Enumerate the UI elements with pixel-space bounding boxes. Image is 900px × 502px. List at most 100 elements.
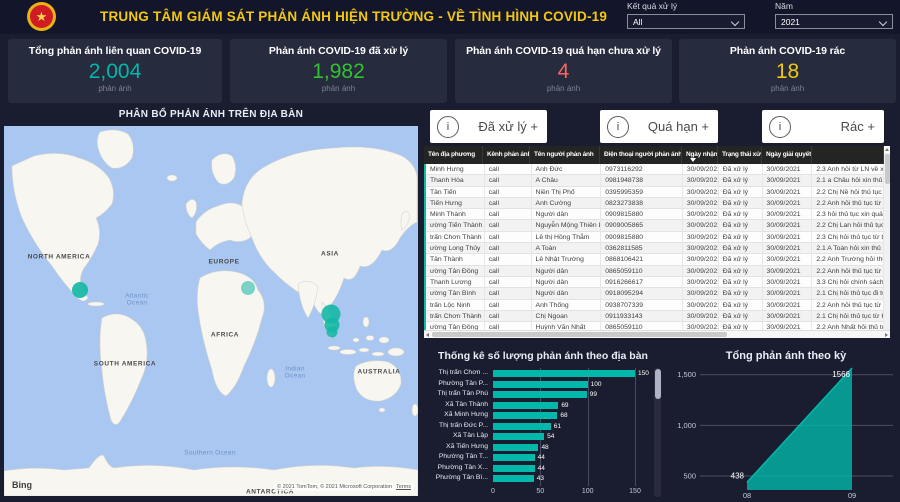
- bar[interactable]: [493, 422, 551, 430]
- bar[interactable]: [493, 380, 588, 388]
- table-row[interactable]: Minh Thành call Người dân 0909815880 30/09/2…: [426, 209, 884, 221]
- table-cell: 0909005865: [601, 220, 683, 232]
- table-row[interactable]: Tân Tiến call Niền Thị Phố 0395995359 30/09/…: [426, 186, 884, 198]
- table-cell: Đã xử lý: [718, 231, 763, 244]
- bar[interactable]: [493, 443, 539, 451]
- area-line: [746, 367, 853, 483]
- column-header[interactable]: Điện thoại người phản ánh: [600, 146, 682, 164]
- table-cell: Anh Đức: [531, 164, 602, 176]
- table-cell: 30/09/2021: [682, 164, 719, 176]
- column-header[interactable]: Kênh phản ánh: [483, 146, 530, 164]
- table-cell: 2.2 Anh hỏi thủ tục từ HCM: [812, 265, 884, 277]
- bar-value-label: 68: [560, 412, 568, 419]
- map-attribution: © 2021 TomTom, © 2021 Microsoft Corporat…: [274, 483, 414, 491]
- star-icon: ★: [35, 9, 48, 24]
- scroll-up-icon: [885, 148, 889, 151]
- bubble-north-america[interactable]: [72, 282, 88, 298]
- year-filter-dropdown[interactable]: 2021: [775, 14, 893, 29]
- data-point-label: 438: [731, 471, 745, 480]
- table-cell: call: [484, 231, 532, 244]
- table-cell: 2.2 Anh Nhất hỏi thủ tục về: [812, 322, 884, 330]
- table-horizontal-scrollbar[interactable]: [424, 330, 890, 338]
- table-cell: 30/09/2021: [763, 322, 813, 330]
- table-row[interactable]: ường Tân Bình call Người dân 0918095294 30/0…: [426, 288, 884, 300]
- world-map[interactable]: NORTH AMERICA SOUTH AMERICA EUROPE AFRIC…: [4, 126, 418, 496]
- table-row[interactable]: Tân Thành call Lê Nhật Trường 0868106421 30/…: [426, 254, 884, 266]
- bar[interactable]: [493, 454, 535, 461]
- bar[interactable]: [493, 412, 558, 419]
- kpi-value: 18: [775, 60, 800, 83]
- table-cell: Đã xử lý: [718, 276, 763, 289]
- x-axis-tick: 100: [581, 488, 594, 495]
- spam-button[interactable]: i Rác +: [762, 110, 884, 143]
- overdue-button[interactable]: i Quá hạn +: [600, 110, 718, 143]
- table-row[interactable]: Thanh Hòa call A Châu 0981948738 30/09/2021 Đ…: [426, 175, 884, 187]
- slicer-label-result: Kết quả xử lý: [627, 1, 678, 11]
- table-cell: Người dân: [531, 276, 602, 289]
- bar[interactable]: [493, 401, 559, 409]
- bar[interactable]: [493, 464, 535, 472]
- column-header[interactable]: Trạng thái xử lý: [718, 146, 762, 164]
- bar[interactable]: [493, 475, 534, 482]
- table-cell: 0865059110: [601, 322, 683, 330]
- terms-link[interactable]: Terms: [396, 484, 411, 490]
- column-header[interactable]: Ngày nhận: [682, 146, 718, 164]
- chevron-down-icon: [878, 17, 888, 27]
- table-cell: call: [484, 243, 532, 255]
- column-header[interactable]: Ngày giải quyết: [762, 146, 812, 164]
- bar-value-label: 44: [537, 454, 545, 461]
- bing-logo: Bing: [12, 480, 32, 490]
- bar[interactable]: [493, 433, 545, 440]
- table-cell: 2.2 Anh hỏi thủ tục từ HCM: [812, 299, 884, 311]
- bar-category-label: Thị trấn Tân Phú: [437, 390, 488, 397]
- table-row[interactable]: ường Long Thủy call A Toàn 0362811585 30/09/…: [426, 243, 884, 255]
- kpi-card-processed: Phản ánh COVID-19 đã xử lý 1,982 phản án…: [230, 39, 447, 103]
- table-row[interactable]: trấn Chơn Thành call Lê thị Hồng Thắm 09098…: [426, 231, 884, 244]
- table-row[interactable]: Minh Hưng call Anh Đức 0973116292 30/09/2021…: [426, 164, 884, 176]
- bar[interactable]: [493, 370, 635, 377]
- table-cell: call: [484, 288, 532, 300]
- table-row[interactable]: ường Tân Đồng call Huỳnh Văn Nhất 086505911…: [426, 322, 884, 330]
- table-cell: Người dân: [531, 288, 602, 300]
- table-cell: 30/09/2021: [762, 299, 813, 311]
- bubble-vietnam-3[interactable]: [326, 326, 338, 338]
- table-cell: 30/09/2021: [682, 186, 719, 198]
- table-row[interactable]: Thanh Lương call Người dân 0916266617 30/09/…: [426, 276, 884, 289]
- bar-category-label: Phường Tân Bì...: [435, 474, 488, 481]
- table-cell: call: [484, 197, 532, 210]
- table-row[interactable]: ường Tân Đồng call Người dân 0865059110 30/0…: [426, 265, 884, 277]
- header-bar: ★ TRUNG TÂM GIÁM SÁT PHẢN ÁNH HIỆN TRƯỜN…: [0, 0, 900, 34]
- table-cell: 30/09/2021: [683, 322, 719, 330]
- table-cell: 30/09/2021: [682, 310, 719, 323]
- table-cell: Đã xử lý: [718, 186, 763, 198]
- year-filter-value: 2021: [781, 17, 800, 27]
- bar-chart-scrollbar[interactable]: [654, 368, 661, 497]
- gridline: [635, 368, 636, 486]
- table-cell: 0865059110: [601, 265, 683, 277]
- bar-value-label: 44: [537, 464, 545, 472]
- bubble-west-asia[interactable]: [241, 281, 255, 295]
- column-header[interactable]: Tên người phản ánh: [530, 146, 600, 164]
- table-cell: Đã xử lý: [718, 175, 763, 187]
- processed-button[interactable]: i Đã xử lý +: [430, 110, 547, 143]
- bar[interactable]: [493, 391, 587, 398]
- table-cell: call: [484, 164, 532, 176]
- result-filter-dropdown[interactable]: All: [627, 14, 745, 29]
- table-cell: Đã xử lý: [718, 254, 763, 266]
- bar-category-label: Phường Tân P...: [438, 379, 488, 387]
- table-cell: Đã xử lý: [718, 197, 763, 210]
- kpi-value: 2,004: [88, 60, 142, 83]
- table-cell: 30/09/2021: [762, 209, 813, 221]
- table-row[interactable]: trấn Lộc Ninh call Anh Thống 0938707339 30/0…: [426, 299, 884, 311]
- column-header[interactable]: [812, 146, 884, 164]
- table-cell: 30/09/2021: [762, 243, 813, 255]
- table-cell: 2.2 Chị Nề hỏi thủ tục về B: [812, 186, 884, 198]
- table-row[interactable]: trấn Chơn Thành call Chị Ngoan 0911933143 30…: [426, 310, 884, 323]
- table-vertical-scrollbar[interactable]: [884, 146, 890, 330]
- label-atlantic-ocean: Atlantic Ocean: [125, 292, 149, 307]
- column-header[interactable]: Tên địa phương: [424, 146, 483, 164]
- table-cell: Đã xử lý: [718, 288, 763, 300]
- bar-chart-title: Thống kê số lượng phản ánh theo địa bàn: [438, 350, 648, 362]
- table-row[interactable]: Tiến Hưng call Anh Cường 0823273838 30/09/20…: [426, 197, 884, 210]
